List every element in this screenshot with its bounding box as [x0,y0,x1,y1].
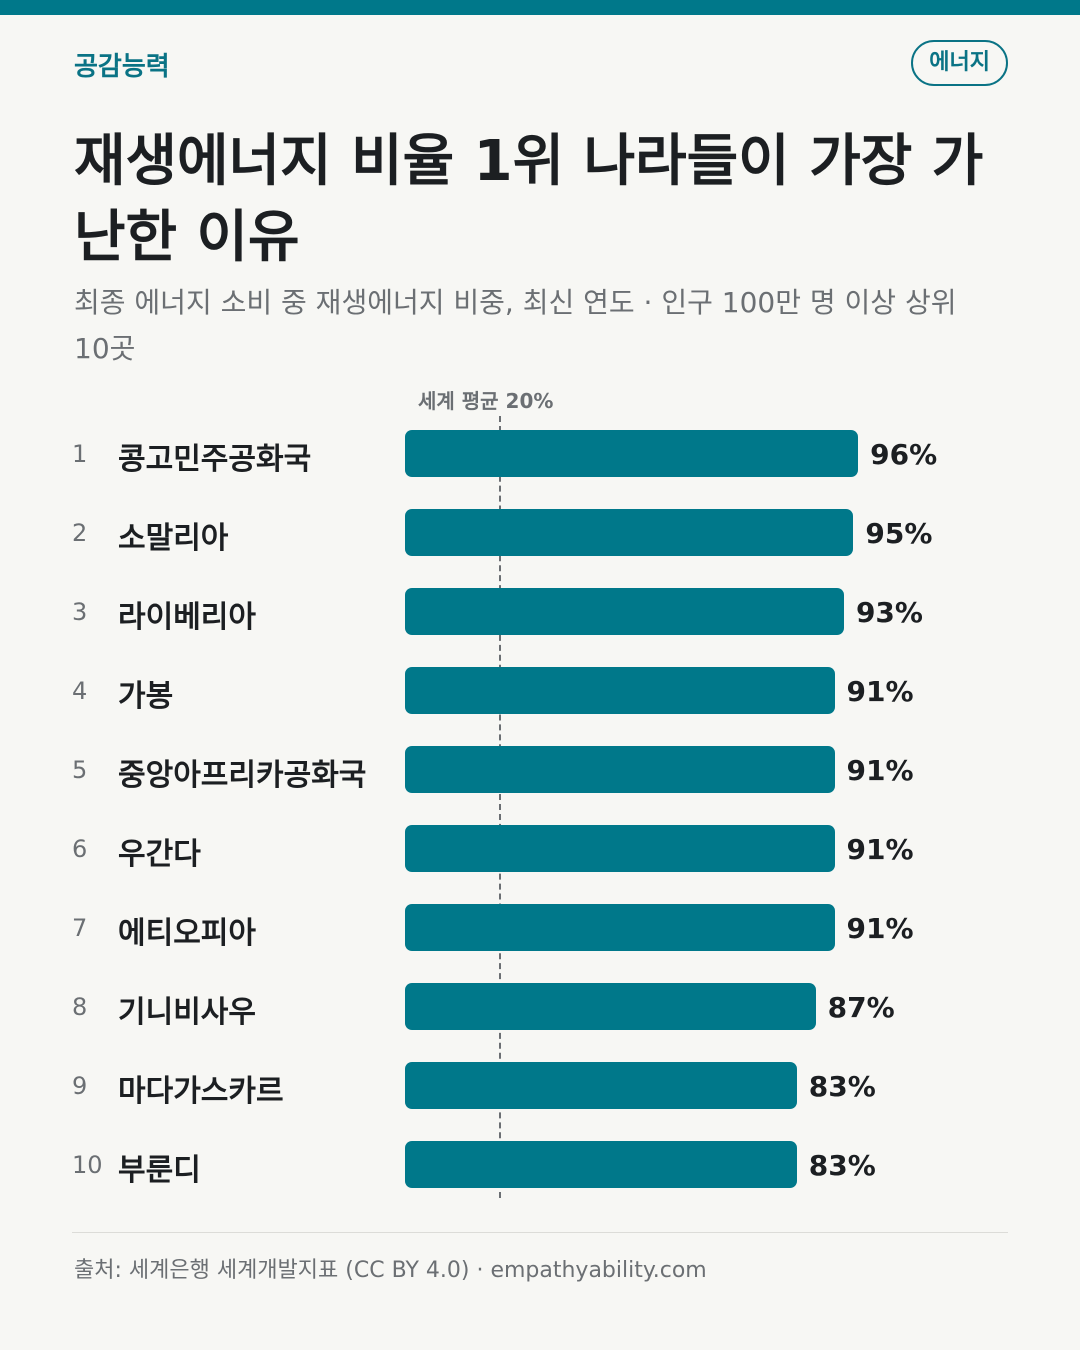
category-label: 가봉 [118,679,174,714]
category-label: 우간다 [118,837,201,872]
bar [405,746,835,793]
chart-row: 9 마다가스카르 83% [0,1062,1080,1110]
chart-row: 8 기니비사우 87% [0,983,1080,1031]
category-label: 마다가스카르 [118,1074,284,1109]
rank-label: 6 [72,835,88,863]
rank-label: 1 [72,440,88,468]
value-label: 91% [846,675,914,708]
bar [405,1062,797,1109]
chart-row: 2 소말리아 95% [0,509,1080,557]
value-label: 91% [846,833,914,866]
rank-label: 9 [72,1072,88,1100]
rank-label: 7 [72,914,88,942]
bar [405,509,854,556]
value-label: 87% [827,991,895,1024]
source-note: 출처: 세계은행 세계개발지표 (CC BY 4.0) · empathyabi… [74,1258,707,1283]
rank-label: 8 [72,993,88,1021]
chart-row: 7 에티오피아 91% [0,904,1080,952]
bar [405,667,835,714]
category-label: 소말리아 [118,521,229,556]
category-label: 에티오피아 [118,916,256,951]
value-label: 83% [808,1149,876,1182]
rank-label: 4 [72,677,88,705]
value-label: 93% [855,596,923,629]
top-accent-bar [0,0,1080,15]
category-label: 부룬디 [118,1153,201,1188]
footer-divider [72,1232,1008,1233]
category-label: 콩고민주공화국 [118,442,312,477]
bar [405,430,859,477]
page-title: 재생에너지 비율 1위 나라들이 가장 가난한 이유 [74,129,984,270]
chart-row: 4 가봉 91% [0,667,1080,715]
chart-row: 1 콩고민주공화국 96% [0,430,1080,478]
reference-label: 세계 평균 20% [418,389,554,413]
value-label: 95% [865,517,933,550]
brand-label: 공감능력 [74,52,170,82]
category-tag: 에너지 [911,40,1008,86]
rank-label: 5 [72,756,88,784]
chart-row: 6 우간다 91% [0,825,1080,873]
rank-label: 2 [72,519,88,547]
bar [405,1141,797,1188]
value-label: 91% [846,754,914,787]
chart-row: 3 라이베리아 93% [0,588,1080,636]
bar [405,825,835,872]
rank-label: 10 [72,1151,103,1179]
value-label: 83% [808,1070,876,1103]
bar [405,588,844,635]
bar [405,904,835,951]
value-label: 96% [870,438,938,471]
chart-row: 5 중앙아프리카공화국 91% [0,746,1080,794]
category-label: 기니비사우 [118,995,256,1030]
value-label: 91% [846,912,914,945]
chart-row: 10 부룬디 83% [0,1141,1080,1189]
reference-line [499,416,502,1198]
bar [405,983,816,1030]
subtitle: 최종 에너지 소비 중 재생에너지 비중, 최신 연도 · 인구 100만 명 … [74,286,957,365]
category-label: 라이베리아 [118,600,256,635]
rank-label: 3 [72,598,88,626]
category-label: 중앙아프리카공화국 [118,758,367,793]
